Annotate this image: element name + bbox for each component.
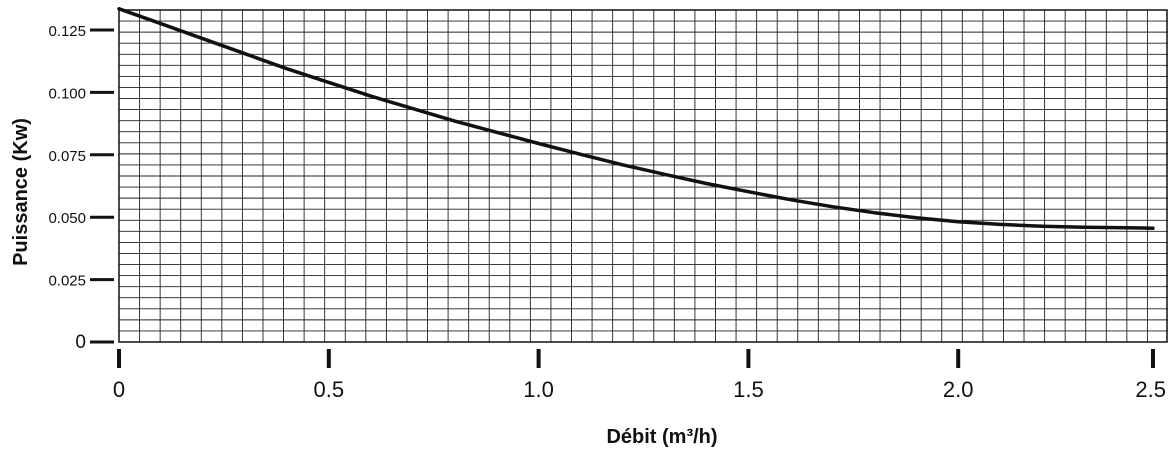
y-tick-label: 0.100: [48, 85, 86, 102]
y-tick-label: 0.075: [48, 148, 86, 165]
y-tick-label: 0.025: [48, 273, 86, 290]
x-tick-label: 0: [113, 377, 125, 402]
x-tick-label: 2.5: [1135, 377, 1166, 402]
x-tick-label: 1.5: [733, 377, 764, 402]
plot-frame: [118, 9, 1168, 343]
y-axis-title: Puissance (Kw): [10, 118, 32, 266]
x-axis-title: Débit (m³/h): [606, 426, 717, 448]
x-tick-label: 1.0: [523, 377, 554, 402]
y-axis: 0 0.025 0.050 0.075 0.100 0.125: [48, 23, 114, 353]
series-line: [117, 7, 1155, 230]
y-tick-label: 0.050: [48, 210, 86, 227]
y-tick-label: 0.125: [48, 23, 86, 40]
grid: [119, 10, 1168, 342]
x-tick-label: 0.5: [314, 377, 345, 402]
x-axis: 0 0.5 1.0 1.5 2.0 2.5: [113, 349, 1166, 402]
y-tick-label: 0: [75, 332, 86, 353]
x-tick-label: 2.0: [943, 377, 974, 402]
